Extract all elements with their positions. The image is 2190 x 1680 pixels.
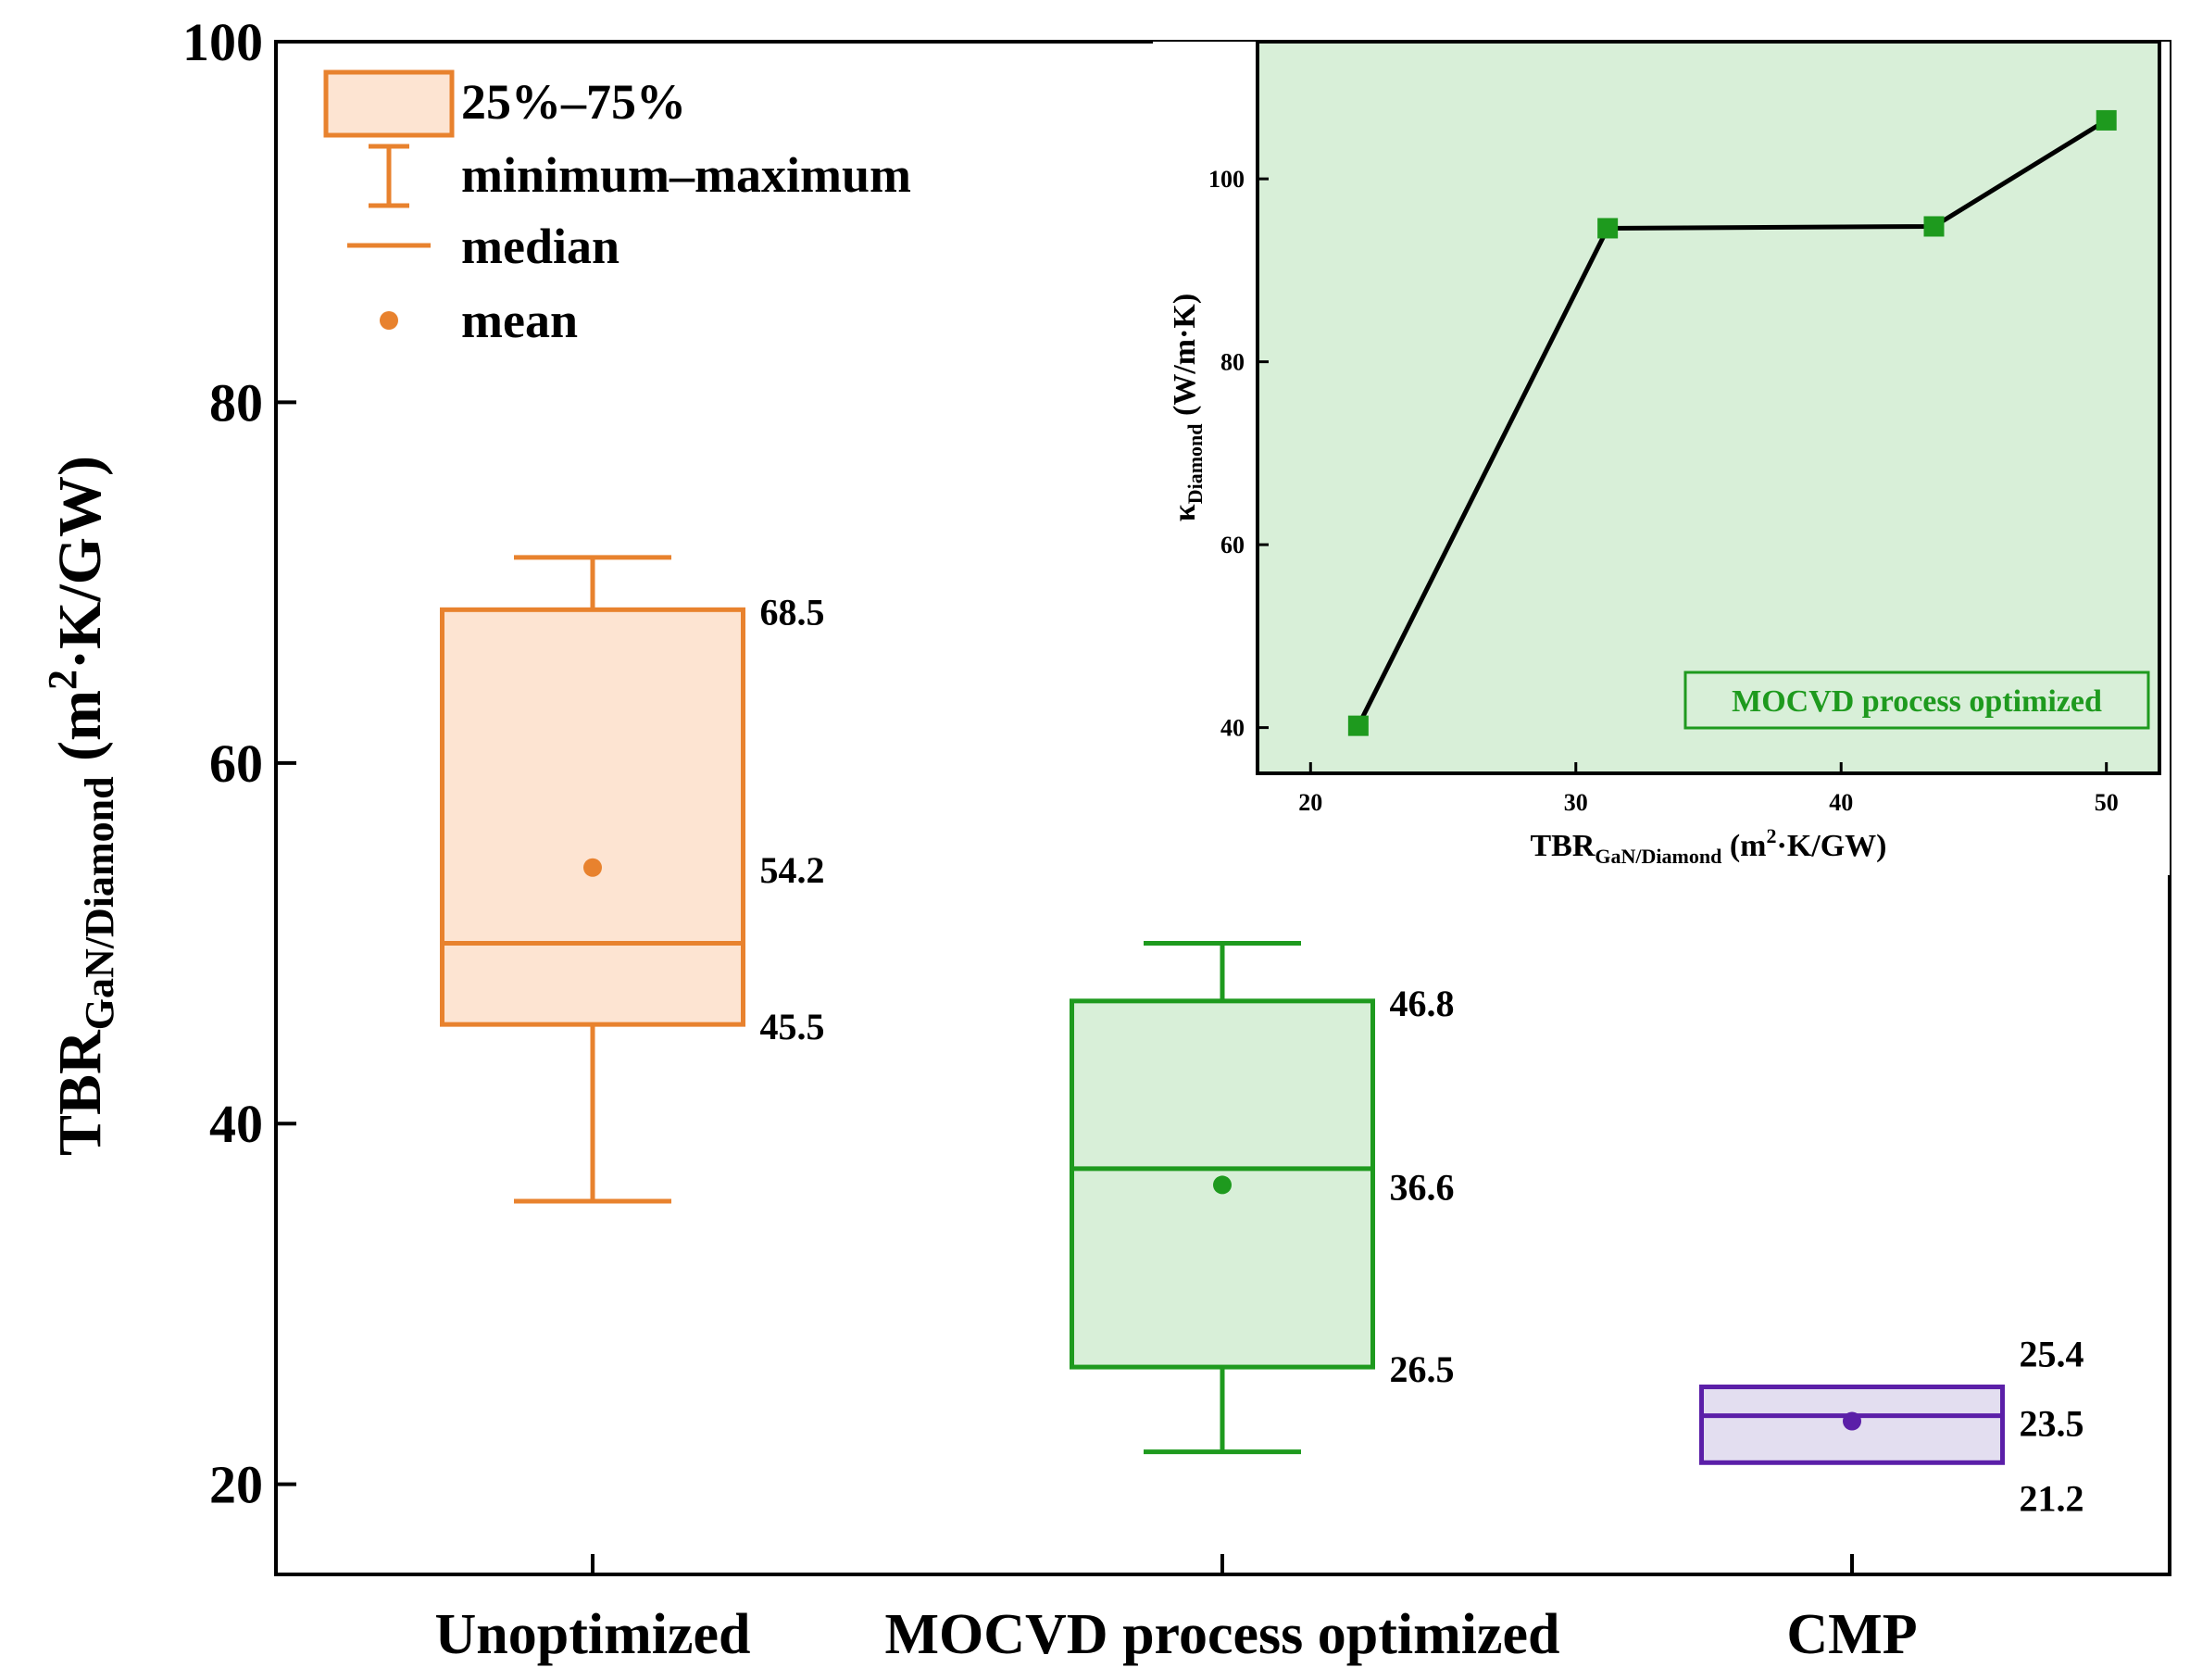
legend-mean-label: mean: [461, 293, 578, 348]
inset-x-tick-label: 50: [2095, 789, 2119, 816]
legend-minmax-label: minimum–maximum: [461, 147, 911, 203]
inset-x-tick-label: 40: [1829, 789, 1853, 816]
legend-box-swatch: [323, 69, 455, 138]
main-y-tick-label: 40: [209, 1094, 263, 1154]
box-cmp: 25.4 23.5 21.2: [1699, 1334, 2084, 1519]
inset-data-point: [1597, 218, 1619, 239]
mean-point: [1213, 1175, 1232, 1195]
mean-point: [1843, 1411, 1861, 1431]
inset-y-tick-label: 60: [1220, 532, 1245, 558]
q3-label: 46.8: [1390, 983, 1455, 1024]
inset-data-point: [1923, 216, 1945, 237]
inset-y-tick-label: 100: [1208, 166, 1245, 193]
legend-iqr-label: 25%–75%: [461, 74, 686, 130]
box-plot-series: 68.5 54.2 45.5 46.8 36.6 26.5 25.4 23.5 21.2: [440, 555, 2084, 1519]
q3-label: 25.4: [2020, 1334, 2084, 1375]
inset-data-point: [2096, 109, 2117, 131]
main-x-axis: Unoptimized MOCVD process optimized CMP: [435, 1554, 1918, 1666]
main-y-tick-label: 80: [209, 372, 263, 433]
inset-y-tick-label: 40: [1220, 715, 1245, 742]
inset-x-axis-label: TBRGaN/Diamond (m2·K/GW): [1531, 824, 1887, 868]
category-label: CMP: [1786, 1603, 1917, 1666]
inset-plot-area: [1256, 40, 2161, 775]
inset-data-point: [1347, 715, 1369, 736]
inset-x-tick-label: 20: [1298, 789, 1322, 816]
inset-x-tick-label: 30: [1564, 789, 1588, 816]
q1-label: 21.2: [2020, 1477, 2084, 1519]
legend-mean-swatch: [380, 311, 398, 330]
inset-y-tick-label: 80: [1220, 349, 1245, 376]
main-y-axis: 20 40 60 80 100: [182, 12, 296, 1515]
inset-chart: 40 60 80 100 20 30 40 50 MOCVD process optimized…: [1153, 40, 2170, 875]
category-label: Unoptimized: [435, 1603, 751, 1666]
inset-series-line: [1356, 118, 2109, 727]
iqr-box: [440, 607, 745, 1027]
q1-label: 45.5: [760, 1006, 825, 1047]
mean-label: 36.6: [1390, 1166, 1455, 1208]
legend-median-label: median: [461, 219, 619, 274]
category-label: MOCVD process optimized: [885, 1603, 1560, 1666]
main-y-tick-label: 60: [209, 733, 263, 794]
main-y-tick-label: 100: [182, 12, 263, 72]
legend: 25%–75% minimum–maximum median mean: [323, 69, 911, 348]
inset-annotation-box: [1683, 671, 2150, 730]
mean-point: [583, 858, 602, 877]
box-mocvd-process-optimized: 46.8 36.6 26.5: [1070, 941, 1455, 1455]
mean-label: 54.2: [760, 849, 825, 891]
box-unoptimized: 68.5 54.2 45.5: [440, 555, 825, 1204]
inset-y-axis-label: κDiamond (W/m·K): [1168, 294, 1207, 521]
q1-label: 26.5: [1390, 1348, 1455, 1390]
main-y-axis-label: TBRGaN/Diamond (m2·K/GW): [40, 456, 122, 1156]
mean-label: 23.5: [2020, 1403, 2084, 1445]
q3-label: 68.5: [760, 591, 825, 633]
inset-annotation-label: MOCVD process optimized: [1732, 684, 2102, 719]
main-y-tick-label: 20: [209, 1455, 263, 1515]
